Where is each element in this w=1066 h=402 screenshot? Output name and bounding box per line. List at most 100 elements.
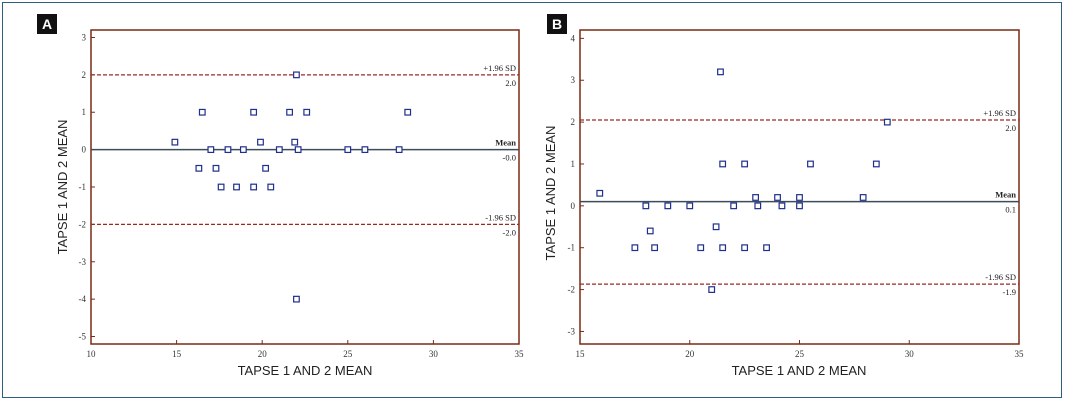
panel-b-data-point bbox=[708, 286, 716, 293]
panel-a-letter: A bbox=[42, 16, 52, 32]
panel-a-data-point bbox=[250, 108, 258, 116]
panel-b-x-tick-label: 35 bbox=[1015, 349, 1025, 359]
panel-b-lower-sd-label: -1.96 SD bbox=[985, 272, 1016, 282]
panel-b-data-point bbox=[596, 189, 604, 197]
panel-a-data-point bbox=[171, 138, 179, 146]
panel-b-y-tick-label: 1 bbox=[571, 159, 576, 169]
panel-b-data-point bbox=[872, 160, 880, 168]
panel-a-data-point bbox=[267, 183, 275, 191]
panel-a-y-tick-label: 0 bbox=[82, 145, 87, 155]
panel-b-mean-label: Mean bbox=[995, 190, 1016, 200]
panel-b-data-point bbox=[807, 160, 814, 168]
panel-a-badge bbox=[37, 14, 57, 34]
panel-a-y-tick-label: 2 bbox=[82, 70, 87, 80]
panel-a-y-axis-title: TAPSE 1 AND 2 MEAN bbox=[55, 120, 70, 255]
panel-b-data-point bbox=[741, 160, 749, 168]
panel-a-data-point bbox=[395, 146, 403, 154]
panel-a-y-tick-label: 3 bbox=[82, 32, 87, 42]
panel-b-mean-value: 0.1 bbox=[1005, 205, 1016, 215]
panel-a-data-point bbox=[212, 164, 220, 172]
panel-b-letter: B bbox=[552, 16, 562, 32]
panel-a-lower-sd-value: -2.0 bbox=[503, 227, 516, 237]
panel-a-data-point bbox=[239, 146, 247, 154]
panel-b-data-point bbox=[763, 244, 770, 252]
panel-b-upper-sd-label: +1.96 SD bbox=[983, 108, 1016, 118]
panel-a-points bbox=[171, 71, 412, 303]
panel-a-lower-sd-label: -1.96 SD bbox=[485, 212, 516, 222]
panel-a-data-point bbox=[286, 108, 293, 116]
panel-a-data-point bbox=[303, 108, 311, 116]
panel-b-y-axis-title: TAPSE 1 AND 2 MEAN bbox=[543, 126, 558, 261]
panel-b-x-tick-label: 15 bbox=[576, 349, 586, 359]
panel-b-data-point bbox=[642, 202, 650, 210]
panel-b-data-point bbox=[774, 194, 781, 201]
panel-a-x-tick-label: 10 bbox=[87, 349, 97, 359]
panel-b-lower-sd-value: -1.9 bbox=[1003, 287, 1016, 297]
panel-b-y-tick-label: 0 bbox=[571, 201, 576, 211]
panel-a-data-point bbox=[293, 295, 300, 303]
panel-b-y-ticks: 4 3 2 1 0 -1 -2 -3 bbox=[568, 33, 584, 336]
panel-b-y-tick-label: -3 bbox=[568, 326, 576, 336]
panel-b-data-point bbox=[717, 68, 724, 76]
panel-a-data-point bbox=[207, 146, 215, 154]
panel-a-data-point bbox=[198, 108, 206, 116]
panel-a-data-point bbox=[344, 146, 352, 154]
panel-b-data-point bbox=[778, 202, 786, 210]
panel-a-y-tick-label: -4 bbox=[79, 294, 87, 304]
panel-a-y-tick-label: -5 bbox=[79, 332, 87, 342]
panel-b-x-tick-label: 30 bbox=[905, 349, 915, 359]
panel-b-data-point bbox=[752, 194, 759, 201]
panel-b-x-ticks: 15 20 25 30 35 bbox=[576, 340, 1025, 359]
panel-a-y-tick-label: 1 bbox=[82, 107, 87, 117]
panel-a-data-point bbox=[262, 164, 270, 172]
panel-b-data-point bbox=[741, 244, 749, 252]
panel-a-y-tick-label: -3 bbox=[79, 257, 87, 267]
panel-a-data-point bbox=[404, 108, 412, 116]
panel-a-x-tick-label: 30 bbox=[429, 349, 439, 359]
panel-b-data-point bbox=[712, 223, 720, 231]
panel-a-x-tick-label: 35 bbox=[515, 349, 525, 359]
panel-b-data-point bbox=[651, 244, 659, 252]
panel-b-data-point bbox=[686, 202, 694, 210]
panel-b-y-tick-label: 4 bbox=[571, 33, 576, 43]
panel-b-data-point bbox=[796, 194, 803, 201]
panel-a-data-point bbox=[250, 183, 258, 191]
panel-b-x-tick-label: 20 bbox=[685, 349, 695, 359]
panel-a-x-ticks: 10 15 20 25 30 35 bbox=[87, 340, 525, 359]
panel-b-y-tick-label: -2 bbox=[568, 285, 576, 295]
figure-frame: A 3 2 1 0 -1 -2 -3 -4 -5 10 15 20 25 30 35 +1.96 SD 2… bbox=[2, 2, 1062, 398]
panel-b-plot-area bbox=[579, 29, 1020, 345]
panel-a-mean-label: Mean bbox=[495, 138, 516, 148]
panel-a-plot-area bbox=[90, 29, 520, 345]
panel-b-data-point bbox=[730, 202, 738, 210]
panel-a-upper-sd-label: +1.96 SD bbox=[483, 63, 516, 73]
panel-b-data-point bbox=[697, 244, 705, 252]
panel-a-x-tick-label: 25 bbox=[343, 349, 353, 359]
panel-b-y-tick-label: 3 bbox=[571, 75, 576, 85]
panel-b-data-point bbox=[646, 227, 654, 235]
panel-b-badge bbox=[547, 14, 567, 34]
panel-b-data-point bbox=[859, 194, 867, 201]
panel-a-data-point bbox=[275, 146, 283, 154]
panel-a-data-point bbox=[195, 164, 203, 172]
panel-b-x-tick-label: 25 bbox=[795, 349, 805, 359]
panel-b-data-point bbox=[754, 202, 762, 210]
panel-b-y-tick-label: -1 bbox=[568, 243, 576, 253]
panel-b-x-axis-title: TAPSE 1 AND 2 MEAN bbox=[732, 363, 867, 378]
panel-a-data-point bbox=[224, 146, 232, 154]
panel-a-x-tick-label: 15 bbox=[172, 349, 182, 359]
panel-a-data-point bbox=[361, 146, 369, 154]
panel-a-y-tick-label: -2 bbox=[79, 219, 87, 229]
panel-a-data-point bbox=[291, 138, 299, 146]
panel-a-y-tick-label: -1 bbox=[79, 182, 87, 192]
panel-b-points bbox=[596, 68, 891, 293]
panel-a-x-tick-label: 20 bbox=[258, 349, 268, 359]
panel-b-data-point bbox=[719, 160, 727, 168]
panel-a-mean-value: -0.0 bbox=[503, 153, 516, 163]
panel-a-upper-sd-value: 2.0 bbox=[505, 78, 516, 88]
panel-a-x-axis-title: TAPSE 1 AND 2 MEAN bbox=[238, 363, 373, 378]
panel-a-data-point bbox=[294, 146, 302, 154]
panel-b-data-point bbox=[796, 202, 803, 210]
panel-b-y-tick-label: 2 bbox=[571, 117, 576, 127]
